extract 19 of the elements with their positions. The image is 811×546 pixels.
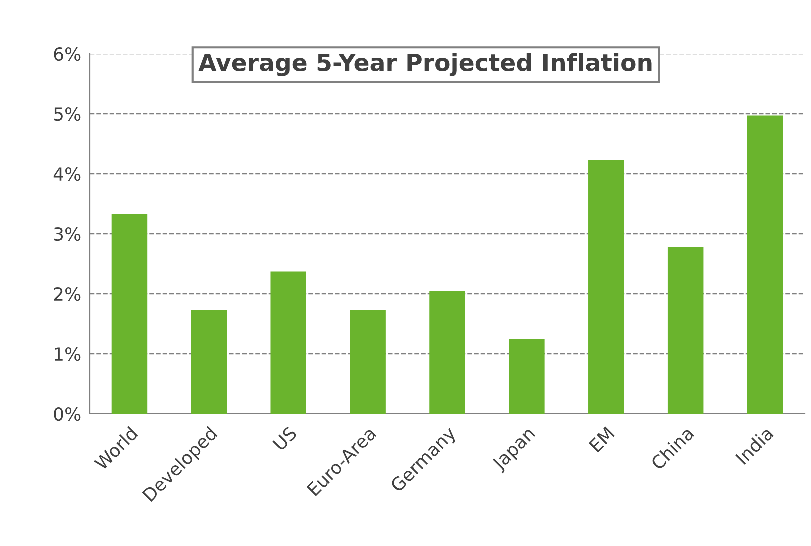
y-tick-label: 6% [54, 47, 81, 62]
y-tick-label: 5% [54, 107, 81, 122]
y-tick-label: 1% [55, 347, 81, 362]
y-tick-label: 4% [54, 167, 81, 182]
y-tick-label: 3% [54, 227, 81, 242]
bar [747, 116, 784, 414]
y-tick-label: 0% [54, 407, 81, 422]
bar [112, 214, 148, 414]
x-tick-label: US [272, 426, 298, 452]
bar [430, 291, 466, 414]
y-tick-label: 2% [54, 287, 81, 302]
bar [668, 247, 704, 414]
chart-title: Average 5-Year Projected Inflation [198, 53, 652, 76]
x-tick-label: EM [588, 426, 615, 453]
bar [588, 160, 624, 414]
bar [350, 310, 386, 414]
bar [191, 310, 228, 414]
bar [509, 339, 545, 414]
bar [270, 272, 306, 414]
